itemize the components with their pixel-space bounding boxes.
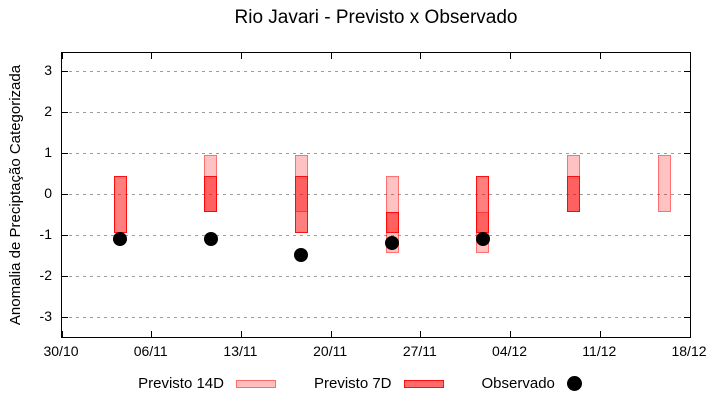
- gridline: [62, 234, 690, 236]
- x-tick-top: [599, 53, 601, 59]
- x-tick-label: 20/11: [313, 343, 348, 359]
- y-tick-right: [684, 112, 690, 114]
- observed-dot: [203, 231, 218, 246]
- x-tick-bottom: [61, 331, 63, 337]
- y-tick-left: [62, 112, 68, 114]
- x-tick-bottom: [330, 331, 332, 337]
- x-tick-top: [151, 53, 153, 59]
- y-tick-label: 0: [44, 184, 52, 201]
- y-tick-left: [62, 153, 68, 155]
- observed-dot: [294, 248, 309, 263]
- previsto-7d-bar: [204, 175, 218, 213]
- y-tick-label: 3: [44, 62, 52, 79]
- previsto-7d-bar: [385, 212, 399, 233]
- x-tick-label: 13/11: [223, 343, 258, 359]
- y-tick-label: -1: [39, 225, 52, 242]
- plot-area: [61, 52, 691, 338]
- x-tick-label: 27/11: [402, 343, 437, 359]
- legend-item-previsto-7d: Previsto 7D: [314, 375, 444, 392]
- x-tick-label: 11/12: [582, 343, 617, 359]
- y-tick-left: [62, 234, 68, 236]
- y-tick-label: -3: [39, 307, 52, 324]
- x-tick-top: [689, 53, 691, 59]
- y-tick-right: [684, 234, 690, 236]
- chart-title: Rio Javari - Previsto x Observado: [234, 7, 518, 28]
- x-tick-top: [510, 53, 512, 59]
- x-tick-bottom: [151, 331, 153, 337]
- observed-dot: [475, 231, 490, 246]
- x-tick-bottom: [420, 331, 422, 337]
- x-tick-bottom: [510, 331, 512, 337]
- y-tick-right: [684, 193, 690, 195]
- legend: Previsto 14D Previsto 7D Observado: [0, 375, 720, 392]
- x-tick-label: 30/10: [43, 343, 79, 359]
- x-tick-label: 18/12: [671, 343, 707, 359]
- previsto-7d-bar: [294, 175, 308, 233]
- previsto-14d-box-icon: [235, 379, 276, 388]
- gridline: [62, 316, 690, 318]
- y-tick-left: [62, 275, 68, 277]
- y-tick-label: -2: [39, 266, 52, 283]
- x-tick-top: [240, 53, 242, 59]
- y-tick-left: [62, 316, 68, 318]
- previsto-7d-box-icon: [403, 379, 444, 388]
- x-tick-bottom: [689, 331, 691, 337]
- y-tick-right: [684, 275, 690, 277]
- y-tick-left: [62, 71, 68, 73]
- observed-dot: [385, 236, 400, 250]
- y-tick-right: [684, 153, 690, 155]
- x-tick-labels: 30/10 06/11 13/11 20/11 27/11 04/12 11/12 18/12: [43, 343, 706, 361]
- previsto-7d-bar: [567, 175, 581, 213]
- x-tick-bottom: [599, 331, 601, 337]
- legend-item-previsto-14d: Previsto 14D: [138, 375, 276, 392]
- y-tick-right: [684, 71, 690, 73]
- gridline: [62, 112, 690, 114]
- x-tick-top: [420, 53, 422, 59]
- x-tick-top: [330, 53, 332, 59]
- observado-dot-icon: [566, 376, 582, 391]
- y-tick-left: [62, 193, 68, 195]
- x-tick-bottom: [240, 331, 242, 337]
- previsto-7d-bar: [476, 175, 490, 233]
- x-tick-label: 04/12: [492, 343, 528, 359]
- x-tick-top: [61, 53, 63, 59]
- x-tick-label: 06/11: [133, 343, 168, 359]
- y-tick-label: 2: [44, 103, 52, 120]
- observed-dot: [113, 231, 128, 246]
- legend-label-previsto-14d: Previsto 14D: [138, 375, 224, 392]
- legend-label-previsto-7d: Previsto 7D: [313, 375, 392, 392]
- gridline: [62, 71, 690, 73]
- legend-item-observado: Observado: [482, 375, 582, 392]
- previsto-7d-bar: [113, 175, 127, 233]
- legend-label-observado: Observado: [481, 375, 555, 392]
- gridline: [62, 153, 690, 155]
- previsto-14d-bar: [657, 155, 671, 213]
- gridline: [62, 275, 690, 277]
- y-tick-right: [684, 316, 690, 318]
- y-tick-label: 1: [44, 144, 52, 161]
- y-tick-labels: 3 2 1 0 -1 -2 -3: [0, 52, 54, 338]
- gridline: [62, 193, 690, 195]
